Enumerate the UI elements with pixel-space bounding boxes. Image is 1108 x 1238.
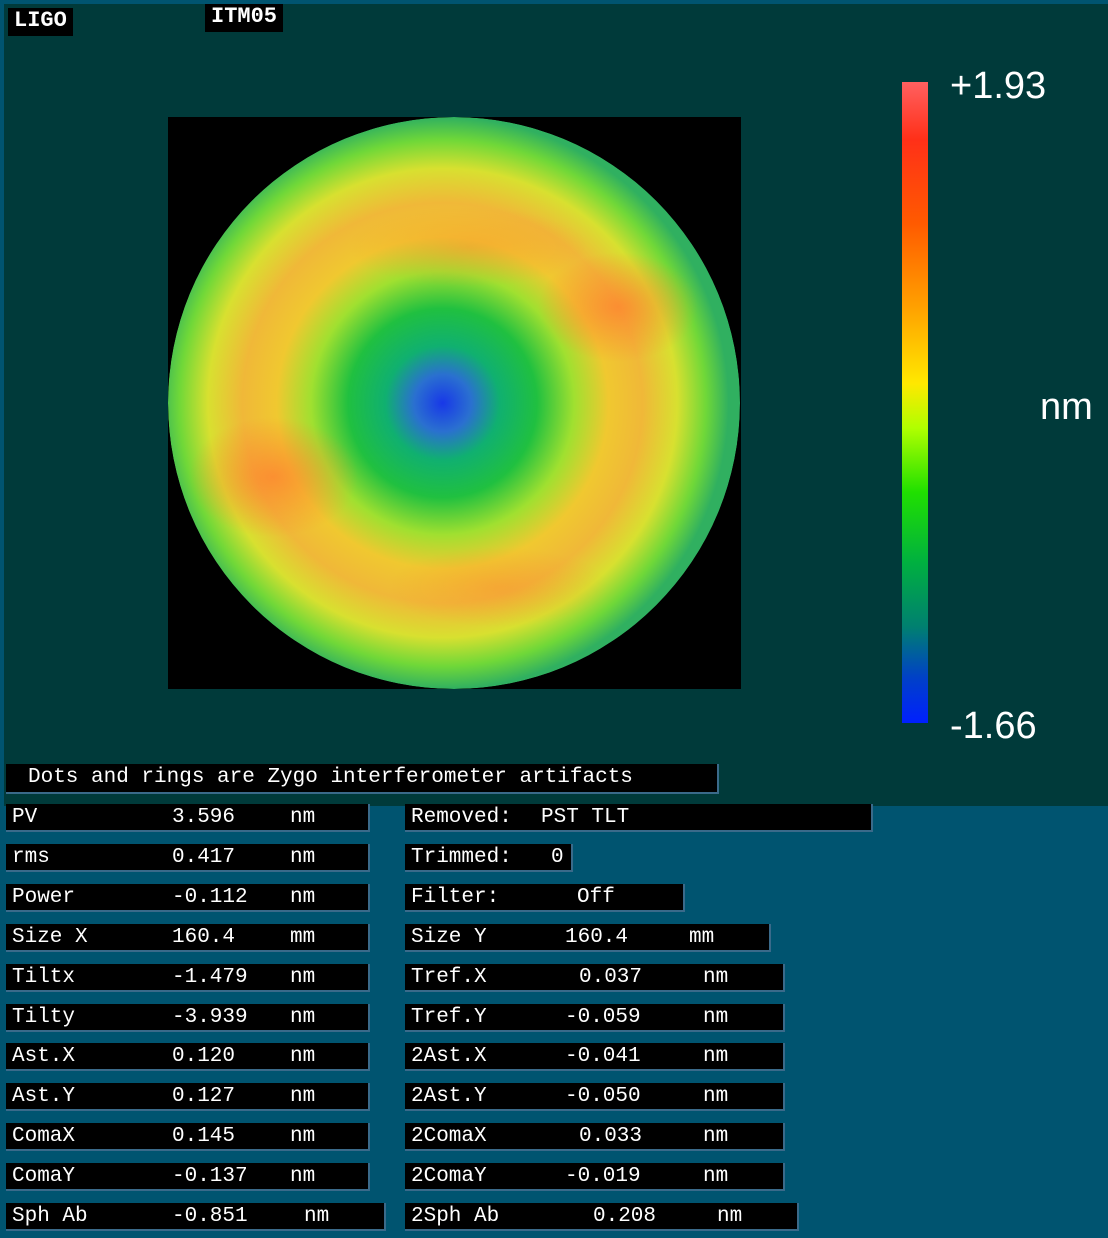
field-ast-x: Ast.X 0.120 nm <box>6 1043 370 1071</box>
field-label: ComaX <box>12 1125 76 1148</box>
field-size-x: Size X 160.4 mm <box>6 924 370 952</box>
surface-map-panel: LIGO ITM05 <box>4 4 1108 806</box>
field-label: Ast.X <box>12 1045 76 1068</box>
field-value: 0.037 <box>579 966 643 989</box>
field-label: 2ComaY <box>411 1165 487 1188</box>
color-scale-bar <box>902 82 928 723</box>
field-label: Tref.Y <box>411 1006 487 1029</box>
field-value: -0.019 <box>565 1165 641 1188</box>
field-value: 0.033 <box>579 1125 643 1148</box>
field-unit: nm <box>703 1085 729 1108</box>
field-filter: Filter: Off <box>405 884 685 912</box>
field-unit: nm <box>290 846 316 869</box>
field-comax: ComaX 0.145 nm <box>6 1123 370 1151</box>
field-value: 0 <box>551 846 564 869</box>
field-value: PST TLT <box>541 806 630 829</box>
field-unit: mm <box>290 926 316 949</box>
field-2ast-x: 2Ast.X -0.041 nm <box>405 1043 785 1071</box>
field-unit: nm <box>290 1006 316 1029</box>
surface-map-image <box>168 117 741 689</box>
field-label: 2Sph Ab <box>411 1205 500 1228</box>
field-label: Size X <box>12 926 88 949</box>
field-unit: nm <box>703 966 729 989</box>
field-label: 2Ast.X <box>411 1045 487 1068</box>
field-value: 0.120 <box>172 1045 236 1068</box>
field-2comay: 2ComaY -0.019 nm <box>405 1163 785 1191</box>
field-value: 3.596 <box>172 806 236 829</box>
field-pv: PV 3.596 nm <box>6 804 370 832</box>
field-tref-x: Tref.X 0.037 nm <box>405 964 785 992</box>
field-trimmed: Trimmed: 0 <box>405 844 573 872</box>
field-unit: nm <box>703 1165 729 1188</box>
field-unit: nm <box>304 1205 330 1228</box>
field-unit: nm <box>290 886 316 909</box>
field-comay: ComaY -0.137 nm <box>6 1163 370 1191</box>
field-label: Power <box>12 886 76 909</box>
field-2ast-y: 2Ast.Y -0.050 nm <box>405 1083 785 1111</box>
field-unit: nm <box>703 1006 729 1029</box>
field-value: 0.127 <box>172 1085 236 1108</box>
field-label: 2Ast.Y <box>411 1085 487 1108</box>
field-label: Tref.X <box>411 966 487 989</box>
field-value: -0.059 <box>565 1006 641 1029</box>
logo-label: LIGO <box>8 8 73 36</box>
field-value: 0.145 <box>172 1125 236 1148</box>
field-unit: nm <box>290 966 316 989</box>
field-removed: Removed: PST TLT <box>405 804 873 832</box>
field-unit: nm <box>703 1125 729 1148</box>
field-label: ComaY <box>12 1165 76 1188</box>
field-unit: nm <box>703 1045 729 1068</box>
field-power: Power -0.112 nm <box>6 884 370 912</box>
field-value: -3.939 <box>172 1006 248 1029</box>
color-scale-unit: nm <box>1040 386 1093 428</box>
field-tilty: Tilty -3.939 nm <box>6 1004 370 1032</box>
field-value: -1.479 <box>172 966 248 989</box>
field-unit: nm <box>290 806 316 829</box>
field-value: -0.112 <box>172 886 248 909</box>
field-label: Sph Ab <box>12 1205 88 1228</box>
field-label: rms <box>12 846 50 869</box>
field-label: Size Y <box>411 926 487 949</box>
field-value: 160.4 <box>565 926 629 949</box>
surface-map <box>168 117 741 689</box>
field-label: PV <box>12 806 38 829</box>
color-scale-max: +1.93 <box>950 65 1047 107</box>
field-unit: nm <box>290 1045 316 1068</box>
field-size-y: Size Y 160.4 mm <box>405 924 771 952</box>
field-label: Filter: <box>411 886 500 909</box>
field-value: 0.417 <box>172 846 236 869</box>
field-2comax: 2ComaX 0.033 nm <box>405 1123 785 1151</box>
field-unit: nm <box>290 1165 316 1188</box>
field-unit: nm <box>290 1085 316 1108</box>
optic-id-label: ITM05 <box>205 4 284 32</box>
field-label: Ast.Y <box>12 1085 76 1108</box>
field-value: -0.050 <box>565 1085 641 1108</box>
field-2sph-ab: 2Sph Ab 0.208 nm <box>405 1203 799 1231</box>
field-unit: mm <box>689 926 715 949</box>
field-value: 0.208 <box>593 1205 657 1228</box>
field-value: -0.137 <box>172 1165 248 1188</box>
field-unit: nm <box>290 1125 316 1148</box>
field-value: -0.041 <box>565 1045 641 1068</box>
field-sph-ab: Sph Ab -0.851 nm <box>6 1203 386 1231</box>
field-tref-y: Tref.Y -0.059 nm <box>405 1004 785 1032</box>
field-label: Removed: <box>411 806 512 829</box>
artifact-note: Dots and rings are Zygo interferometer a… <box>6 764 719 794</box>
field-ast-y: Ast.Y 0.127 nm <box>6 1083 370 1111</box>
field-label: Tilty <box>12 1006 76 1029</box>
field-label: Tiltx <box>12 966 76 989</box>
color-scale-min: -1.66 <box>950 705 1037 747</box>
field-label: Trimmed: <box>411 846 512 869</box>
field-value: Off <box>577 886 615 909</box>
field-rms: rms 0.417 nm <box>6 844 370 872</box>
field-label: 2ComaX <box>411 1125 487 1148</box>
field-tiltx: Tiltx -1.479 nm <box>6 964 370 992</box>
field-value: 160.4 <box>172 926 236 949</box>
field-value: -0.851 <box>172 1205 248 1228</box>
field-unit: nm <box>717 1205 743 1228</box>
